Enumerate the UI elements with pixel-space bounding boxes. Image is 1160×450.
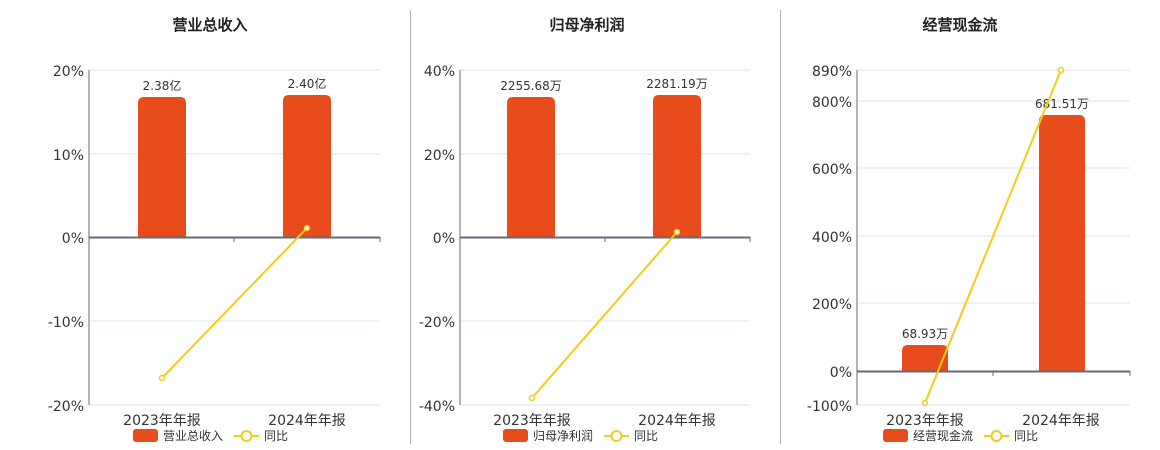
x-tick: 2023年年报 xyxy=(493,413,571,429)
chart-panel-revenue: 营业总收入 20% 10% 0% -10% -20% 2.38亿 2.40亿 2… xyxy=(0,0,410,450)
legend-line-label[interactable]: 同比 xyxy=(264,429,288,443)
chart-panel-net-profit: 归母净利润 40% 20% 0% -20% -40% 2255.68万 2281… xyxy=(410,0,780,450)
chart-title: 营业总收入 xyxy=(172,16,248,34)
bar-label: 2281.19万 xyxy=(646,77,708,91)
legend-line-label[interactable]: 同比 xyxy=(1014,429,1038,443)
y-tick: -20% xyxy=(419,315,455,331)
y-tick: 600% xyxy=(812,162,852,178)
bar[interactable] xyxy=(283,95,331,237)
y-tick: 200% xyxy=(812,297,852,313)
legend-line-label[interactable]: 同比 xyxy=(634,429,658,443)
yoy-line xyxy=(924,69,1062,404)
legend-line-icon[interactable] xyxy=(240,430,253,442)
y-tick: 40% xyxy=(424,64,455,80)
chart-title: 归母净利润 xyxy=(549,16,625,34)
bar-label: 681.51万 xyxy=(1035,97,1089,111)
chart-title: 经营现金流 xyxy=(922,16,998,34)
panel-divider-2 xyxy=(780,10,781,444)
bar[interactable] xyxy=(653,95,701,237)
yoy-point[interactable] xyxy=(673,228,681,236)
y-tick: 800% xyxy=(812,95,852,111)
y-tick: 0% xyxy=(62,231,84,247)
x-tick: 2023年年报 xyxy=(886,413,964,429)
legend-bar-label[interactable]: 归母净利润 xyxy=(533,429,593,443)
y-tick: -40% xyxy=(419,399,455,415)
panel-divider-1 xyxy=(410,10,411,444)
legend-bar-swatch[interactable] xyxy=(503,429,528,442)
y-tick: 0% xyxy=(433,231,455,247)
legend: 经营现金流 同比 xyxy=(883,428,1038,443)
y-tick: -10% xyxy=(48,315,84,331)
chart-svg: 40% 20% 0% -20% -40% 2255.68万 2281.19万 2… xyxy=(419,64,751,443)
yoy-point[interactable] xyxy=(921,399,929,407)
chart-svg: 20% 10% 0% -10% -20% 2.38亿 2.40亿 2023年年报… xyxy=(48,64,381,443)
legend-bar-swatch[interactable] xyxy=(133,429,158,442)
y-tick: 20% xyxy=(424,148,455,164)
bar-label: 2255.68万 xyxy=(500,79,562,93)
bar-label: 2.40亿 xyxy=(288,76,327,91)
y-tick: 400% xyxy=(812,230,852,246)
legend-bar-label[interactable]: 营业总收入 xyxy=(163,429,223,443)
legend-bar-swatch[interactable] xyxy=(883,429,908,442)
yoy-line xyxy=(161,227,308,379)
bar-label: 2.38亿 xyxy=(143,78,182,93)
bar[interactable] xyxy=(902,345,948,371)
legend: 营业总收入 同比 xyxy=(133,429,288,443)
bar-label: 68.93万 xyxy=(902,327,948,341)
x-tick: 2024年年报 xyxy=(638,413,716,429)
y-tick: -20% xyxy=(48,399,84,415)
yoy-line xyxy=(531,231,678,399)
y-tick: 10% xyxy=(53,148,84,164)
chart-panel-operating-cashflow: 经营现金流 890% 800% 600% 400% 200% 0% -100% … xyxy=(780,0,1160,450)
yoy-point[interactable] xyxy=(528,394,536,402)
y-tick: 890% xyxy=(812,64,852,80)
yoy-point[interactable] xyxy=(303,224,311,232)
legend-bar-label[interactable]: 经营现金流 xyxy=(913,428,973,443)
y-tick: 20% xyxy=(53,64,84,80)
x-tick: 2024年年报 xyxy=(1022,413,1100,429)
x-tick: 2023年年报 xyxy=(123,413,201,429)
bar[interactable] xyxy=(138,97,186,237)
bar[interactable] xyxy=(507,97,555,237)
legend: 归母净利润 同比 xyxy=(503,429,658,443)
y-tick: -100% xyxy=(807,399,852,415)
chart-svg: 890% 800% 600% 400% 200% 0% -100% 68.93万… xyxy=(807,64,1131,443)
bar[interactable] xyxy=(1039,115,1085,371)
yoy-point[interactable] xyxy=(158,374,166,382)
y-tick: 0% xyxy=(830,365,852,381)
yoy-point[interactable] xyxy=(1057,66,1065,74)
legend-line-icon[interactable] xyxy=(990,430,1003,442)
x-tick: 2024年年报 xyxy=(268,413,346,429)
legend-line-icon[interactable] xyxy=(610,430,623,442)
